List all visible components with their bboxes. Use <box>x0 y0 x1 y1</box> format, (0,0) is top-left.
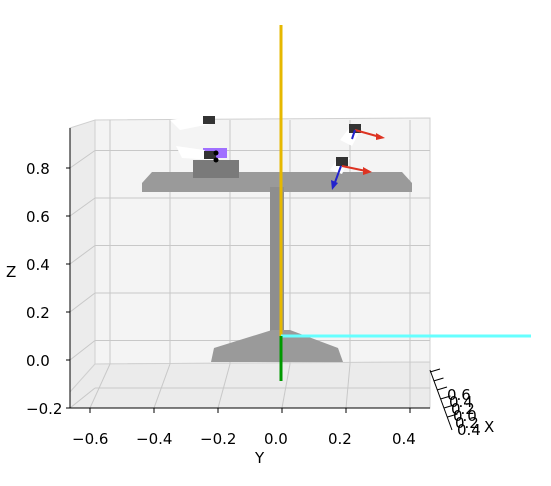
x-tick-mark <box>436 386 448 391</box>
y-axis-label: Y <box>254 449 265 467</box>
back-pane <box>94 117 431 365</box>
gripper-left-upper-tip <box>203 116 215 124</box>
y-tick-label: −0.6 <box>72 430 108 448</box>
floor-pane <box>69 361 431 409</box>
gripper-point <box>213 150 219 156</box>
x-axis-spine <box>429 369 453 431</box>
z-axis-label: Z <box>6 263 16 281</box>
x-tick-label: 0.4 <box>457 421 481 439</box>
frame-arrow-z <box>351 129 356 140</box>
x-tick-mark <box>440 395 451 400</box>
frame-arrow-z-head <box>331 180 338 190</box>
y-tick-label: −0.2 <box>200 430 236 448</box>
frame-arrow-x-head <box>376 133 385 140</box>
x-tick-label: 0.0 <box>453 407 477 425</box>
x-tick-label: 0.2 <box>451 400 475 418</box>
x-tick-mark <box>429 368 441 373</box>
x-tick-label: 0.2 <box>455 414 479 432</box>
grid-lines <box>69 120 430 409</box>
gripper-right-lower-tip <box>336 157 348 166</box>
gripper-point <box>213 157 219 163</box>
z-tick-label: 0.2 <box>26 304 50 322</box>
x-tick-mark <box>433 377 444 382</box>
z-tick-label: 0.6 <box>26 208 50 226</box>
y-tick-label: 0.4 <box>392 430 416 448</box>
object-block <box>193 160 239 178</box>
gripper-right-upper-tip <box>349 124 361 133</box>
table-base <box>211 330 343 362</box>
x-tick-label: 0.4 <box>449 393 473 411</box>
left-pane <box>69 119 96 394</box>
z-tick-label: 0.0 <box>26 352 50 370</box>
frame-arrow-x <box>354 129 381 138</box>
z-axis-ticks: −0.2 0.0 0.2 0.4 0.6 0.8 <box>26 160 70 418</box>
x-axis-label: X <box>484 418 494 436</box>
y-tick-label: 0.0 <box>264 430 288 448</box>
gripper-left-lower-tip <box>204 151 216 159</box>
z-tick-label: 0.4 <box>26 256 50 274</box>
x-tick-mark <box>443 404 455 409</box>
y-tick-label: −0.4 <box>136 430 172 448</box>
y-axis-ticks: −0.6 −0.4 −0.2 0.0 0.2 0.4 <box>72 408 416 448</box>
frame-arrow-x-head <box>363 167 372 175</box>
z-tick-label: −0.2 <box>26 400 62 418</box>
z-tick-label: 0.8 <box>26 160 50 178</box>
x-axis-ticks: 0.60.40.20.00.20.4 <box>429 368 481 439</box>
y-tick-label: 0.2 <box>328 430 352 448</box>
x-tick-mark <box>447 413 458 418</box>
x-tick-label: 0.6 <box>447 386 471 404</box>
frame-arrow-x <box>341 165 367 172</box>
